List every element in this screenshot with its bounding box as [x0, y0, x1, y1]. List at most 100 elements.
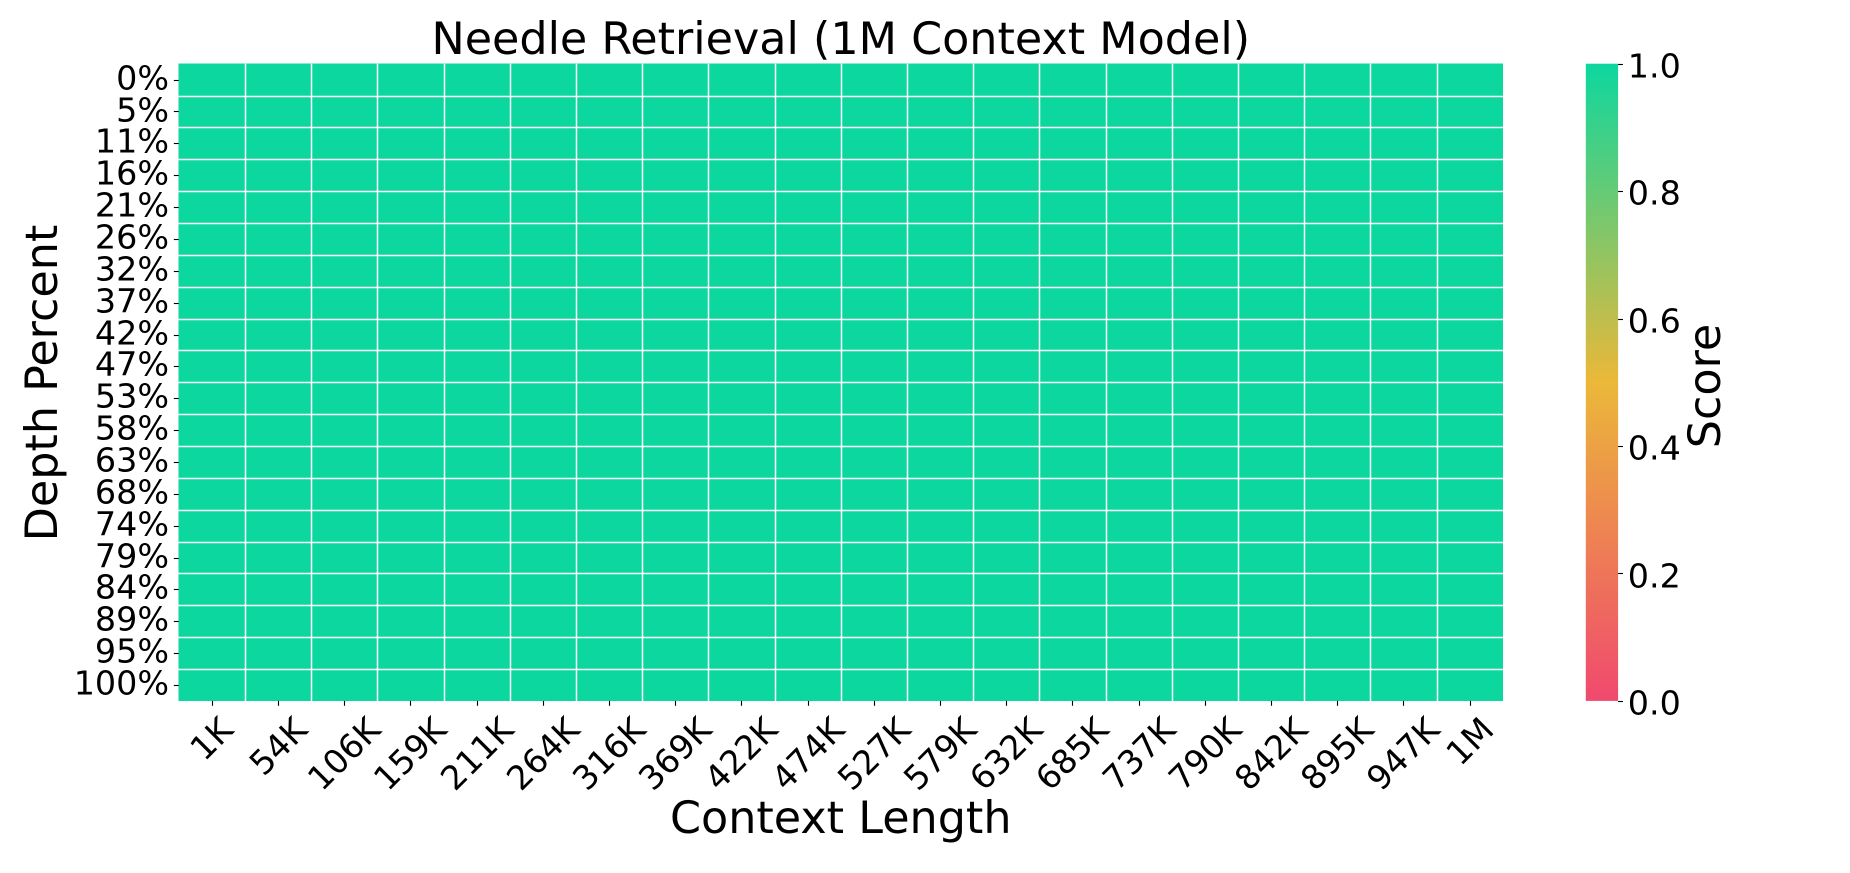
- heatmap-cell: [509, 286, 576, 319]
- heatmap-cell: [1436, 191, 1503, 224]
- heatmap-cell: [642, 509, 709, 542]
- heatmap-cell: [973, 286, 1040, 319]
- heatmap-cell: [774, 254, 841, 287]
- heatmap-cell: [178, 509, 245, 542]
- heatmap-cell: [1105, 637, 1172, 670]
- heatmap-cell: [774, 446, 841, 478]
- heatmap-cell: [244, 414, 312, 447]
- colorbar-tick-label: 0.6: [1627, 301, 1681, 341]
- heatmap-cell: [840, 318, 907, 351]
- heatmap-cell: [1436, 318, 1503, 351]
- heatmap-cell: [708, 573, 775, 606]
- heatmap-cell: [840, 509, 907, 542]
- heatmap-cell: [1105, 95, 1172, 128]
- heatmap-cell: [575, 637, 643, 670]
- heatmap-cell: [509, 541, 576, 574]
- colorbar-tick-label: 0.8: [1627, 173, 1681, 213]
- heatmap-cell: [1304, 669, 1371, 701]
- heatmap-cell: [1105, 254, 1172, 287]
- heatmap-cell: [642, 95, 709, 128]
- heatmap-cell: [906, 159, 974, 192]
- heatmap-cell: [1039, 477, 1106, 510]
- heatmap-cell: [1237, 223, 1305, 255]
- heatmap-cell: [1304, 509, 1371, 542]
- heatmap-cell: [973, 509, 1040, 542]
- heatmap-cell: [973, 573, 1040, 606]
- heatmap-cell: [1237, 605, 1305, 638]
- heatmap-cell: [311, 286, 378, 319]
- heatmap-cell: [1370, 127, 1437, 160]
- colorbar-label: Score: [1680, 323, 1732, 449]
- heatmap-cell: [377, 350, 444, 383]
- heatmap-cell: [509, 318, 576, 351]
- heatmap-cell: [840, 63, 907, 96]
- heatmap-cell: [708, 95, 775, 128]
- heatmap-cell: [509, 191, 576, 224]
- heatmap-cell: [244, 95, 312, 128]
- heatmap-cell: [973, 446, 1040, 478]
- heatmap-cell: [509, 127, 576, 160]
- heatmap-cell: [906, 127, 974, 160]
- heatmap-cell: [377, 127, 444, 160]
- heatmap-cell: [906, 573, 974, 606]
- y-tick-label: 74%: [94, 504, 169, 544]
- heatmap-cell: [178, 127, 245, 160]
- heatmap-cell: [311, 637, 378, 670]
- heatmap-cell: [443, 318, 510, 351]
- heatmap-cell: [774, 637, 841, 670]
- heatmap-cell: [1039, 350, 1106, 383]
- heatmap-cell: [244, 605, 312, 638]
- heatmap-cell: [642, 669, 709, 701]
- heatmap-cell: [178, 191, 245, 224]
- heatmap-cell: [1039, 95, 1106, 128]
- heatmap-cell: [1105, 414, 1172, 447]
- heatmap-cell: [1039, 605, 1106, 638]
- heatmap-cell: [178, 286, 245, 319]
- heatmap-cell: [443, 127, 510, 160]
- heatmap-cell: [377, 573, 444, 606]
- heatmap-cell: [1237, 63, 1305, 96]
- heatmap-cell: [178, 95, 245, 128]
- heatmap-cell: [443, 509, 510, 542]
- heatmap-cell: [774, 509, 841, 542]
- heatmap-cell: [840, 350, 907, 383]
- heatmap-cell: [1436, 669, 1503, 701]
- heatmap-cell: [1436, 541, 1503, 574]
- heatmap-cell: [443, 286, 510, 319]
- heatmap-cell: [178, 541, 245, 574]
- heatmap-cell: [840, 127, 907, 160]
- heatmap-cell: [1304, 286, 1371, 319]
- heatmap-cell: [1436, 350, 1503, 383]
- heatmap-cell: [1171, 95, 1238, 128]
- heatmap-cell: [1171, 637, 1238, 670]
- heatmap-cell: [178, 477, 245, 510]
- heatmap-cell: [1370, 191, 1437, 224]
- heatmap-cell: [1370, 382, 1437, 415]
- heatmap-cell: [708, 286, 775, 319]
- heatmap-cell: [178, 605, 245, 638]
- heatmap-cell: [973, 605, 1040, 638]
- heatmap-cell: [906, 637, 974, 670]
- heatmap-cell: [1304, 318, 1371, 351]
- colorbar-tick-label: 0.0: [1627, 683, 1681, 723]
- heatmap-cell: [443, 414, 510, 447]
- heatmap-cell: [642, 191, 709, 224]
- heatmap-cell: [1370, 95, 1437, 128]
- heatmap-cell: [1237, 95, 1305, 128]
- heatmap-cell: [774, 159, 841, 192]
- heatmap-cell: [178, 254, 245, 287]
- heatmap-cell: [774, 414, 841, 447]
- heatmap-cell: [1304, 95, 1371, 128]
- heatmap-cell: [1370, 446, 1437, 478]
- heatmap-cell: [973, 318, 1040, 351]
- heatmap-cell: [708, 414, 775, 447]
- heatmap-cell: [575, 605, 643, 638]
- heatmap-cell: [840, 573, 907, 606]
- heatmap-cell: [509, 63, 576, 96]
- heatmap-cell: [840, 223, 907, 255]
- heatmap-cell: [906, 446, 974, 478]
- heatmap-cell: [575, 573, 643, 606]
- heatmap-cell: [1237, 286, 1305, 319]
- heatmap-cell: [443, 477, 510, 510]
- heatmap-cell: [906, 254, 974, 287]
